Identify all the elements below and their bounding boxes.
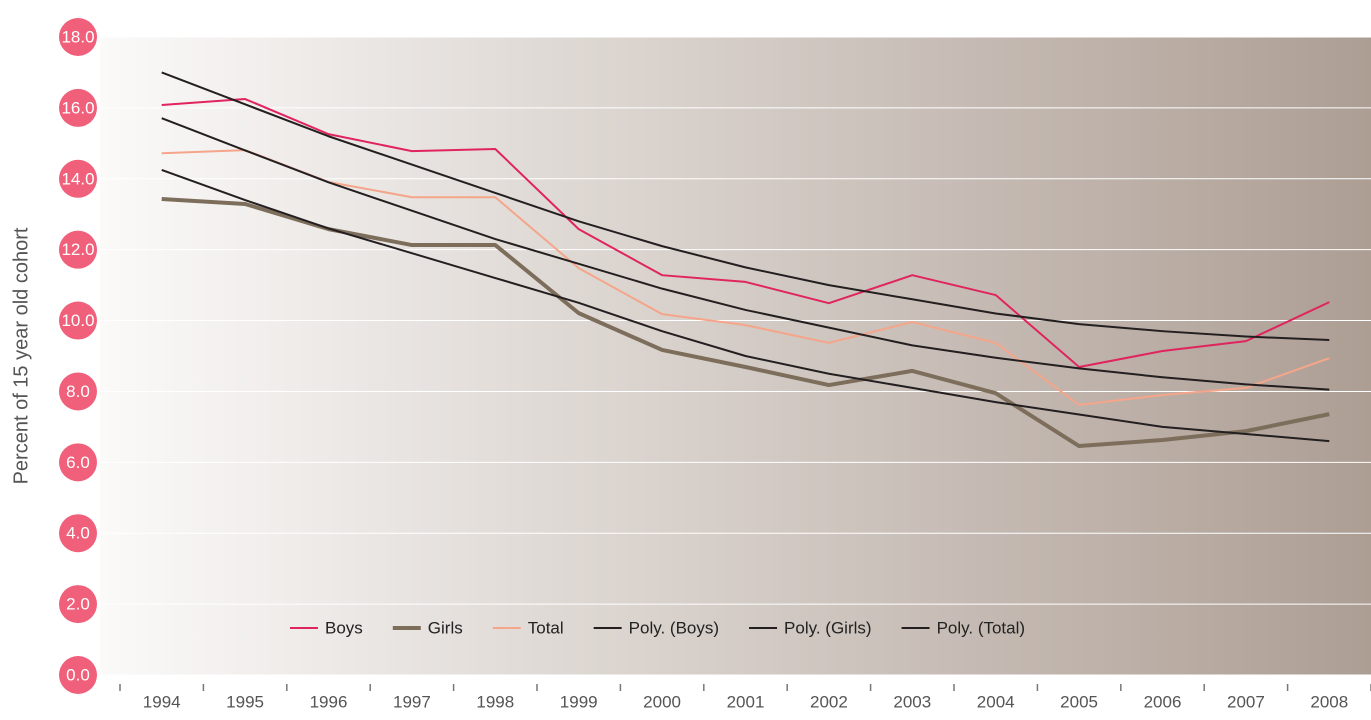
y-tick-label: 12.0 bbox=[61, 240, 94, 259]
y-tick-badge bbox=[59, 585, 97, 624]
y-tick-label: 0.0 bbox=[66, 665, 90, 684]
x-tick-label: 2002 bbox=[810, 692, 848, 711]
y-tick-label: 14.0 bbox=[61, 169, 94, 188]
x-tick-label: 2008 bbox=[1310, 692, 1348, 711]
y-tick-badge bbox=[59, 230, 97, 269]
series-line bbox=[161, 98, 1330, 368]
x-tick-label: 2000 bbox=[643, 692, 681, 711]
plot-background bbox=[100, 37, 1371, 675]
x-tick-label: 1994 bbox=[143, 692, 181, 711]
legend-label: Girls bbox=[428, 618, 463, 637]
y-tick-badge bbox=[59, 88, 97, 127]
y-tick-label: 16.0 bbox=[61, 98, 94, 117]
y-tick-badge bbox=[59, 656, 97, 694]
series-line bbox=[161, 168, 1330, 443]
x-tick-label: 2001 bbox=[727, 692, 765, 711]
y-tick-badge bbox=[59, 443, 97, 482]
legend-label: Poly. (Total) bbox=[937, 618, 1026, 637]
x-tick-label: 1995 bbox=[226, 692, 264, 711]
x-tick-label: 2006 bbox=[1144, 692, 1182, 711]
series-line bbox=[161, 71, 1330, 342]
y-tick-badge bbox=[59, 159, 97, 198]
y-tick-badge bbox=[59, 514, 97, 553]
y-axis-label: Percent of 15 year old cohort bbox=[10, 227, 32, 484]
series-line bbox=[161, 196, 1330, 449]
x-tick-label: 1996 bbox=[310, 692, 348, 711]
x-tick-label: 1997 bbox=[393, 692, 431, 711]
y-tick-label: 8.0 bbox=[66, 382, 90, 401]
x-tick-label: 2007 bbox=[1227, 692, 1265, 711]
y-tick-label: 18.0 bbox=[61, 27, 94, 46]
legend-label: Boys bbox=[325, 618, 363, 637]
y-tick-label: 2.0 bbox=[66, 595, 90, 614]
x-tick-label: 1999 bbox=[560, 692, 598, 711]
legend-label: Poly. (Girls) bbox=[784, 618, 872, 637]
y-tick-label: 4.0 bbox=[66, 524, 90, 543]
y-tick-label: 10.0 bbox=[61, 311, 94, 330]
y-tick-badge bbox=[59, 301, 97, 340]
series-line bbox=[161, 117, 1330, 391]
y-tick-badge bbox=[59, 18, 97, 56]
x-tick-label: 1998 bbox=[476, 692, 514, 711]
legend-label: Poly. (Boys) bbox=[629, 618, 719, 637]
legend-label: Total bbox=[528, 618, 564, 637]
y-tick-badge bbox=[59, 372, 97, 411]
x-tick-label: 2003 bbox=[893, 692, 931, 711]
series-line bbox=[161, 149, 1330, 406]
x-tick-label: 2005 bbox=[1060, 692, 1098, 711]
y-tick-label: 6.0 bbox=[66, 453, 90, 472]
x-tick-label: 2004 bbox=[977, 692, 1015, 711]
